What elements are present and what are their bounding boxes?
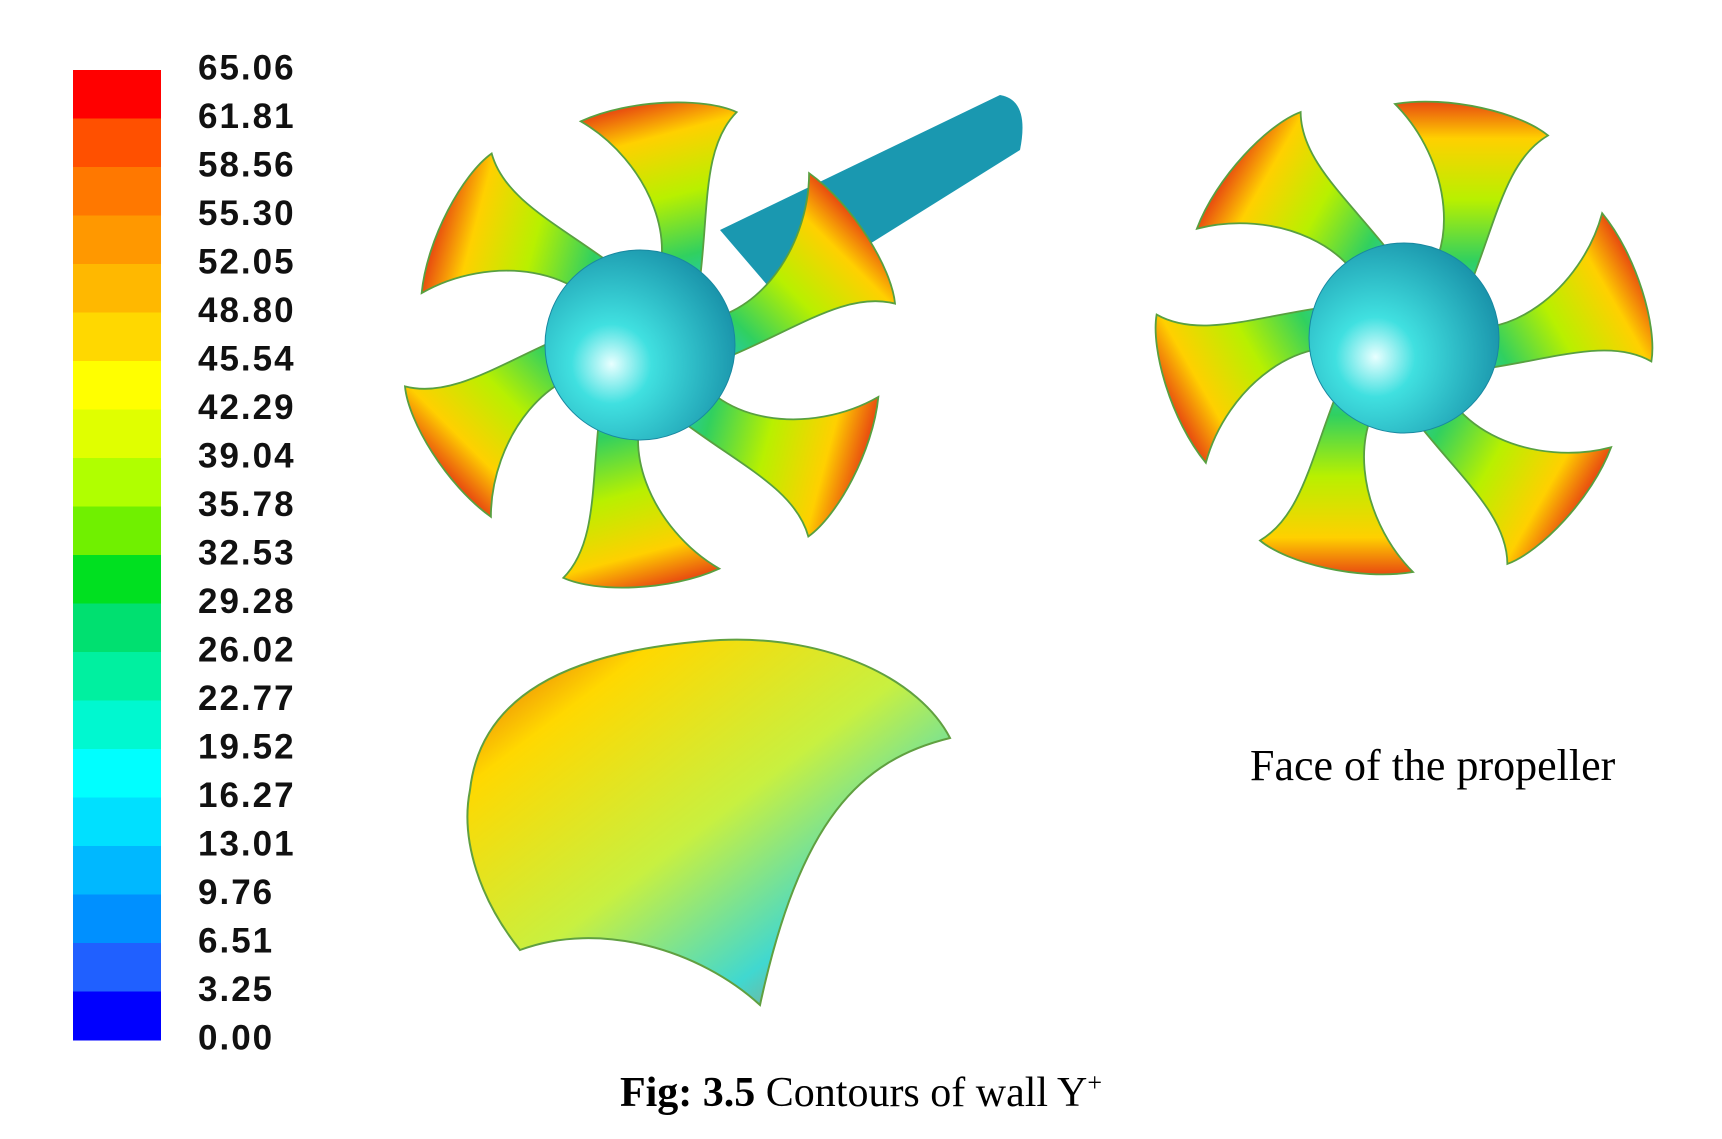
legend-label: 42.29: [198, 388, 296, 427]
legend-label: 22.77: [198, 679, 296, 718]
legend-label: 58.56: [198, 145, 296, 184]
annotation: Face of the propeller: [1250, 741, 1616, 790]
legend-label: 55.30: [198, 194, 296, 233]
legend-label: 29.28: [198, 582, 296, 621]
legend-band: [73, 118, 161, 168]
color-legend: 65.06 61.81 58.56 55.30 52.05 48.80 45.54 42.29…: [73, 48, 296, 1057]
legend-band: [73, 797, 161, 847]
single-blade: [466, 638, 952, 1007]
legend-band: [73, 264, 161, 313]
legend-label: 65.06: [198, 48, 296, 87]
propeller-back: [403, 95, 1023, 589]
legend-label: 9.76: [198, 873, 274, 912]
legend-band: [73, 749, 161, 798]
legend-label: 32.53: [198, 533, 296, 572]
legend-band: [73, 894, 161, 944]
legend-band: [73, 215, 161, 265]
legend-label: 6.51: [198, 921, 274, 960]
legend-band: [73, 458, 161, 507]
legend-label: 26.02: [198, 630, 296, 669]
legend-band: [73, 700, 161, 750]
legend-label: 35.78: [198, 485, 296, 524]
propeller-face: [1154, 100, 1654, 576]
hub: [544, 249, 736, 441]
legend-band: [73, 70, 161, 119]
legend-label: 3.25: [198, 970, 274, 1009]
legend-band: [73, 167, 161, 216]
legend-label: 45.54: [198, 339, 296, 378]
caption: Fig: 3.5 Contours of wall Y+: [0, 1068, 1722, 1117]
legend-band: [73, 312, 161, 362]
legend-label: 48.80: [198, 291, 296, 330]
legend-band: [73, 409, 161, 459]
caption-superscript: +: [1087, 1068, 1103, 1097]
legend-label: 0.00: [198, 1018, 274, 1057]
caption-text: Contours of wall Y: [765, 1070, 1088, 1116]
legend-band: [73, 846, 161, 895]
legend-band: [73, 555, 161, 604]
legend-band: [73, 943, 161, 992]
legend-band: [73, 506, 161, 556]
figure: 65.06 61.81 58.56 55.30 52.05 48.80 45.54 42.29…: [73, 48, 1654, 1057]
legend-label: 39.04: [198, 436, 296, 475]
legend-band: [73, 991, 161, 1041]
caption-label: Fig: 3.5: [619, 1070, 756, 1116]
legend-band: [73, 361, 161, 410]
legend-band: [73, 652, 161, 701]
legend-label: 13.01: [198, 824, 296, 863]
legend-label: 16.27: [198, 776, 296, 815]
legend-label: 52.05: [198, 242, 296, 281]
hub: [1308, 242, 1500, 434]
legend-label: 61.81: [198, 97, 296, 136]
legend-band: [73, 603, 161, 653]
legend-label: 19.52: [198, 727, 296, 766]
